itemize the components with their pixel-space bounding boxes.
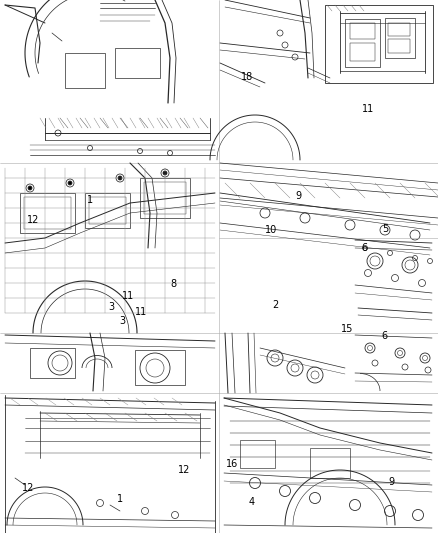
Text: 12: 12 [178, 465, 190, 475]
Text: 15: 15 [341, 324, 353, 334]
Bar [115, 48, 160, 78]
Text: 11: 11 [122, 291, 134, 301]
Text: 8: 8 [170, 279, 176, 288]
Bar [388, 39, 410, 53]
Circle shape [28, 186, 32, 190]
Circle shape [163, 171, 167, 175]
Bar [385, 18, 415, 58]
Bar [20, 193, 75, 233]
Text: 3: 3 [120, 316, 126, 326]
Text: 1: 1 [87, 195, 93, 205]
Bar [89, 197, 126, 224]
Text: 11: 11 [135, 307, 148, 317]
Text: 6: 6 [362, 244, 368, 253]
Bar [388, 23, 410, 36]
Bar [24, 197, 71, 229]
Bar [144, 182, 186, 214]
Text: 9: 9 [296, 191, 302, 201]
Bar [30, 348, 75, 378]
Circle shape [118, 176, 122, 180]
Text: 10: 10 [265, 225, 278, 235]
Bar [350, 43, 375, 61]
Text: 11: 11 [362, 104, 374, 114]
Text: 16: 16 [226, 459, 238, 469]
Text: 6: 6 [381, 331, 388, 341]
Bar [350, 23, 375, 39]
Text: 1: 1 [117, 495, 124, 504]
Text: 3: 3 [109, 302, 115, 312]
Bar [140, 178, 190, 218]
Bar [325, 5, 433, 83]
Bar [240, 440, 275, 468]
Text: 12: 12 [27, 215, 39, 224]
Text: 2: 2 [272, 301, 278, 310]
Circle shape [68, 181, 72, 185]
Text: 4: 4 [249, 497, 255, 507]
Bar [65, 53, 105, 88]
Text: 9: 9 [388, 478, 394, 487]
Bar [345, 19, 380, 67]
Text: 5: 5 [382, 224, 389, 234]
Text: 18: 18 [240, 72, 253, 82]
Bar [85, 193, 130, 228]
Text: 12: 12 [22, 483, 35, 492]
Bar [310, 448, 350, 478]
Bar [135, 350, 185, 385]
